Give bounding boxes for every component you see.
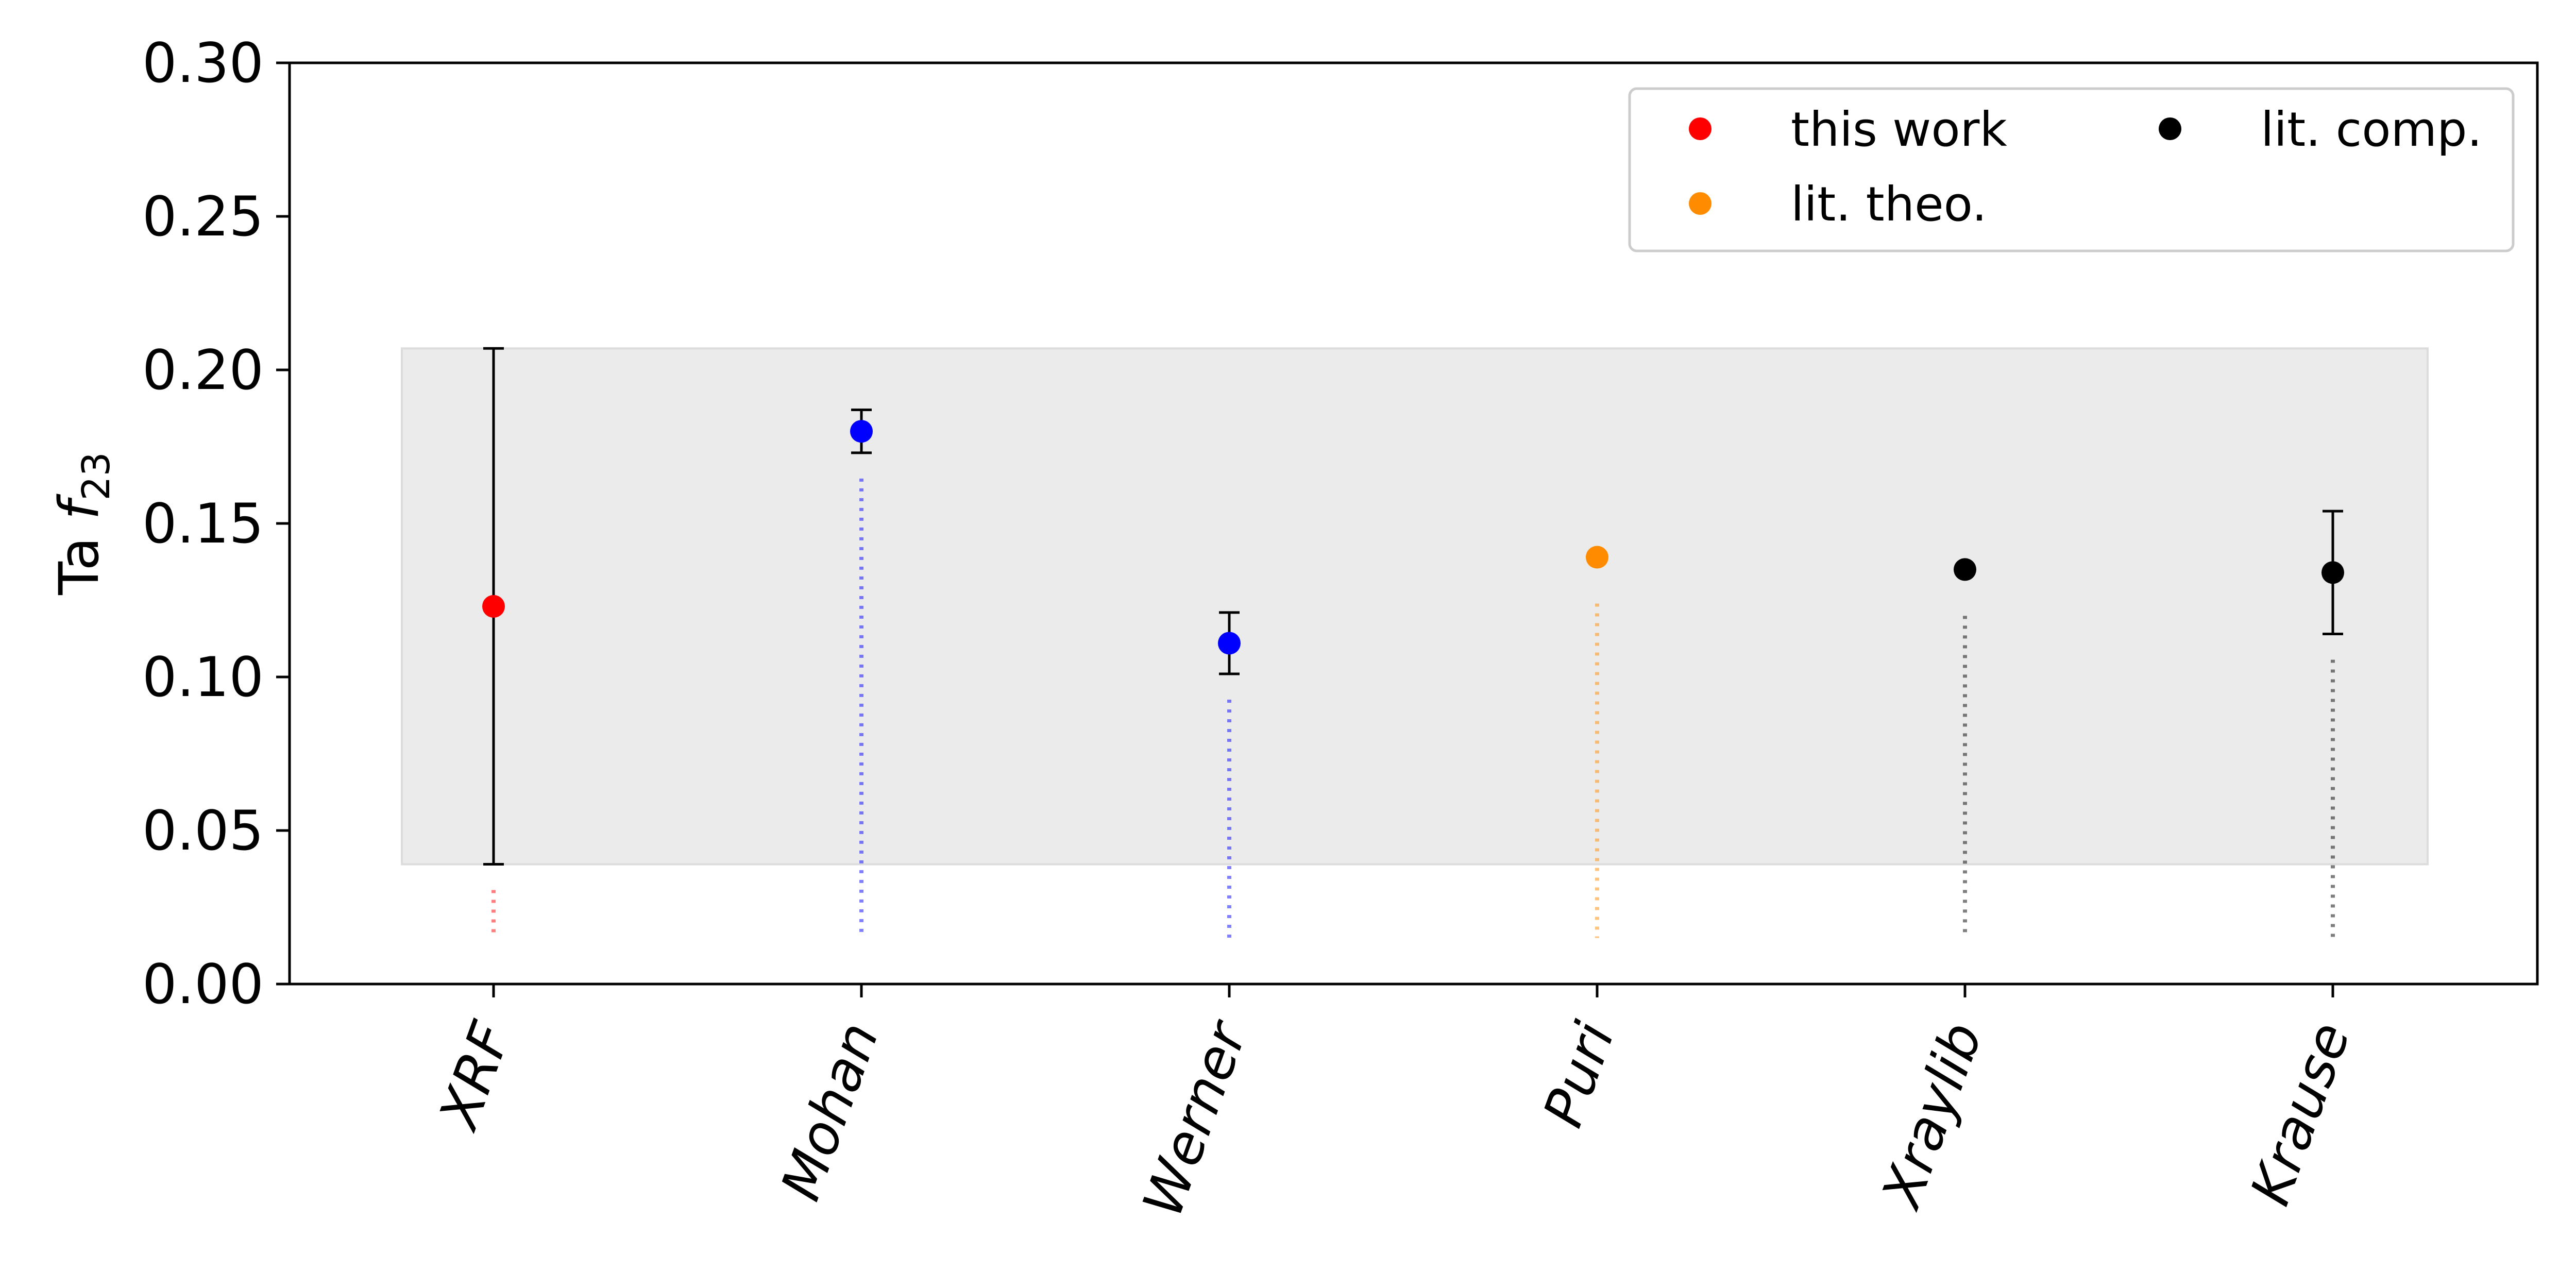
legend-marker (2159, 117, 2181, 140)
x-tick-label-krause: Krause (2239, 1014, 2363, 1213)
shaded-band (401, 347, 2429, 866)
legend-label: lit. theo. (1791, 177, 1987, 232)
stem-lines (492, 478, 2335, 938)
point-xrf (482, 595, 505, 618)
legend-frame (1628, 87, 2515, 252)
x-tick-label-mohan: Mohan (769, 1014, 891, 1208)
y-axis-label: Ta f23 (47, 452, 118, 595)
data-points (482, 420, 2344, 655)
range-band (401, 347, 2429, 866)
point-xraylib (1954, 558, 1976, 581)
y-tick-label: 0.20 (142, 338, 264, 402)
x-axis-ticks: XRF Mohan Werner Puri Xraylib Krause (426, 984, 2362, 1225)
x-tick-label-puri: Puri (1531, 1014, 1626, 1135)
y-tick-label: 0.10 (142, 646, 264, 709)
point-krause (2321, 561, 2344, 584)
error-bars (483, 347, 2343, 866)
y-tick-label: 0.05 (142, 799, 264, 862)
y-axis-ticks: 0.00 0.05 0.10 0.15 0.20 0.25 0.30 (142, 31, 290, 1016)
y-tick-label: 0.25 (142, 185, 264, 248)
y-tick-label: 0.30 (142, 31, 264, 95)
point-puri (1586, 546, 1608, 569)
point-werner (1218, 632, 1241, 655)
legend-label: this work (1791, 102, 2007, 157)
x-tick-label-werner: Werner (1130, 1011, 1260, 1225)
x-tick-label-xrf: XRF (426, 1013, 523, 1139)
x-tick-label-xraylib: Xraylib (1869, 1014, 1994, 1218)
y-tick-label: 0.00 (142, 953, 264, 1016)
point-mohan (850, 420, 873, 443)
legend: this work lit. comp. lit. theo. (1628, 87, 2515, 252)
legend-marker (1689, 117, 1711, 140)
y-tick-label: 0.15 (142, 492, 264, 555)
legend-label: lit. comp. (2261, 102, 2482, 157)
legend-marker (1689, 192, 1711, 215)
